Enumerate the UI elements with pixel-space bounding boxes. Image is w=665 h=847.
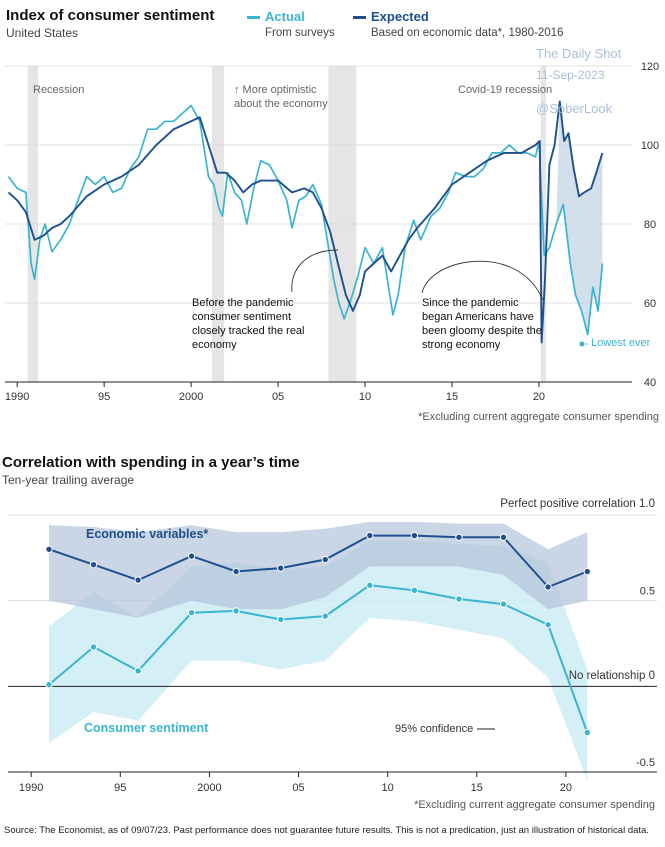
economic-variables-point bbox=[499, 533, 508, 541]
economic-variables-point bbox=[583, 567, 591, 576]
legend-actual-desc: From surveys bbox=[265, 27, 335, 39]
x-tick-label: 15 bbox=[471, 782, 483, 794]
economic-variables-point bbox=[134, 576, 142, 584]
x-tick-label: 2000 bbox=[179, 391, 203, 403]
consumer-sentiment-point bbox=[583, 728, 591, 737]
consumer-sentiment-point bbox=[544, 620, 552, 629]
watermark-handle: @SoberLook bbox=[536, 101, 613, 116]
expected-line bbox=[7, 100, 604, 344]
chart2-subtitle: Ten-year trailing average bbox=[2, 473, 135, 487]
y-tick-label: 120 bbox=[641, 61, 659, 73]
y-tick-label: -0.5 bbox=[636, 757, 655, 769]
economic-variables-point bbox=[89, 560, 98, 569]
chart1-subtitle: United States bbox=[6, 26, 79, 40]
more-optimistic-label: ↑ More optimistic about the economy bbox=[234, 84, 328, 110]
chart1-footnote: *Excluding current aggregate consumer sp… bbox=[418, 411, 659, 423]
legend-actual-label: Actual bbox=[265, 9, 305, 24]
consumer-sentiment-point bbox=[366, 581, 374, 589]
consumer-sentiment-point bbox=[45, 680, 53, 689]
economic-variables-label: Economic variables* bbox=[86, 527, 209, 541]
annotation-right-leader bbox=[421, 260, 544, 301]
recession-label: Recession bbox=[33, 84, 85, 96]
sentiment-chart: 40 60 80 100 120 1990 95 2000 05 10 15 20 bbox=[5, 61, 659, 403]
economic-variables-point bbox=[544, 583, 552, 591]
x-tick-label: 95 bbox=[98, 391, 110, 403]
consumer-sentiment-point bbox=[89, 643, 98, 651]
expected-gap-fill bbox=[556, 101, 603, 335]
consumer-sentiment-point bbox=[321, 612, 329, 620]
annotation-since-pandemic: Since the pandemic began Americans have … bbox=[422, 297, 542, 351]
lowest-ever-label: Lowest ever bbox=[591, 337, 651, 349]
economic-variables-point bbox=[187, 552, 196, 560]
legend-expected-label: Expected bbox=[371, 9, 429, 24]
x-tick-label: 95 bbox=[114, 782, 126, 794]
legend-expected-desc: Based on economic data*, 1980-2016 bbox=[371, 27, 564, 39]
source-note: Source: The Economist, as of 09/07/23. P… bbox=[4, 825, 649, 836]
economic-variables-point bbox=[45, 545, 53, 553]
economic-variables-point bbox=[277, 564, 285, 572]
x-tick-label: 05 bbox=[292, 782, 304, 794]
correlation-chart: 0.5 -0.5 1990 95 2000 05 10 15 20 bbox=[8, 514, 657, 794]
y-tick-label: 60 bbox=[644, 298, 656, 310]
consumer-sentiment-point bbox=[232, 607, 240, 615]
confidence-label: 95% confidence bbox=[395, 723, 474, 735]
annotation-before-pandemic: Before the pandemic consumer sentiment c… bbox=[192, 297, 305, 351]
y-tick-label: 80 bbox=[644, 219, 656, 231]
covid-recession-label: Covid-19 recession bbox=[458, 84, 553, 96]
x-tick-label: 05 bbox=[272, 391, 284, 403]
no-relationship-label: No relationship 0 bbox=[568, 670, 655, 682]
watermark-date: 11-Sep-2023 bbox=[536, 68, 605, 82]
economic-variables-point bbox=[232, 567, 240, 576]
consumer-sentiment-point bbox=[134, 667, 142, 675]
y-tick-label: 100 bbox=[641, 140, 659, 152]
consumer-sentiment-point bbox=[410, 586, 419, 595]
watermark-title: The Daily Shot bbox=[536, 46, 622, 61]
legend-actual-swatch bbox=[247, 16, 260, 19]
consumer-sentiment-point bbox=[455, 595, 463, 603]
consumer-sentiment-point bbox=[277, 615, 285, 624]
x-tick-label: 1990 bbox=[19, 782, 43, 794]
x-tick-label: 20 bbox=[533, 391, 545, 403]
economic-variables-point bbox=[410, 531, 419, 540]
y-tick-label: 40 bbox=[644, 377, 656, 389]
perfect-correlation-label: Perfect positive correlation 1.0 bbox=[500, 498, 655, 510]
x-tick-label: 2000 bbox=[197, 782, 221, 794]
economic-variables-confidence-band bbox=[49, 521, 588, 618]
x-tick-label: 10 bbox=[359, 391, 371, 403]
legend-expected-swatch bbox=[353, 16, 366, 19]
lowest-point bbox=[578, 340, 586, 348]
economic-variables-point bbox=[321, 555, 329, 564]
economic-variables-point bbox=[366, 531, 374, 540]
economic-variables-point bbox=[455, 533, 463, 541]
x-tick-label: 20 bbox=[560, 782, 572, 794]
chart2-footnote: *Excluding current aggregate consumer sp… bbox=[414, 799, 655, 811]
annotation-left-leader bbox=[291, 249, 339, 293]
x-tick-label: 1990 bbox=[5, 391, 29, 403]
y-tick-label: 0.5 bbox=[640, 586, 655, 598]
x-tick-label: 10 bbox=[382, 782, 394, 794]
consumer-sentiment-point bbox=[187, 608, 196, 617]
x-tick-label: 15 bbox=[446, 391, 458, 403]
chart1-title: Index of consumer sentiment bbox=[6, 7, 215, 24]
chart2-title: Correlation with spending in a year’s ti… bbox=[2, 454, 300, 471]
consumer-sentiment-label: Consumer sentiment bbox=[84, 721, 209, 735]
consumer-sentiment-point bbox=[499, 600, 508, 608]
